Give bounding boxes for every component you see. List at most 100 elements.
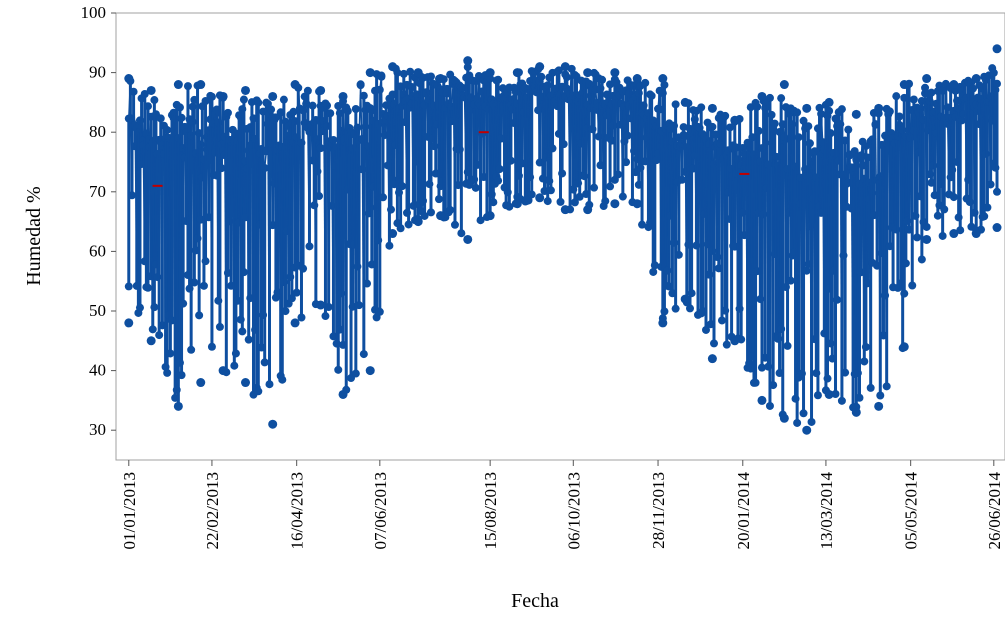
data-point (265, 380, 273, 388)
data-point (293, 289, 301, 297)
data-point-min (366, 366, 375, 375)
data-point (549, 144, 557, 152)
data-point-max (633, 74, 642, 83)
x-tick-label: 15/08/2013 (481, 472, 500, 549)
data-point-min (241, 378, 250, 387)
data-point (363, 280, 371, 288)
data-point-min (436, 211, 445, 220)
data-point-max (414, 68, 423, 77)
data-point (558, 169, 566, 177)
data-point (918, 255, 926, 263)
data-point-min (972, 229, 981, 238)
data-point (800, 409, 808, 417)
data-point (299, 265, 307, 273)
data-point (675, 251, 683, 259)
data-point (784, 342, 792, 350)
data-point (195, 311, 203, 319)
data-point (202, 257, 210, 265)
data-point (385, 242, 393, 250)
data-point-max (802, 104, 811, 113)
data-point (230, 362, 238, 370)
y-tick-label: 80 (89, 122, 106, 141)
data-point (496, 165, 504, 173)
data-point (334, 366, 342, 374)
data-point (427, 208, 435, 216)
data-point (238, 327, 246, 335)
data-point-min (780, 414, 789, 423)
data-point-max (900, 80, 909, 89)
data-point-min (825, 390, 834, 399)
data-point-min (535, 193, 544, 202)
data-point-min (757, 396, 766, 405)
data-point (686, 304, 694, 312)
data-point (376, 308, 384, 316)
data-point-min (124, 318, 133, 327)
x-tick-label: 28/11/2013 (649, 472, 668, 549)
data-point-min (802, 426, 811, 435)
data-point (208, 343, 216, 351)
y-tick-label: 100 (81, 3, 107, 22)
data-point-min (414, 217, 423, 226)
data-point (200, 282, 208, 290)
data-point (321, 312, 329, 320)
data-point-max (463, 56, 472, 65)
data-point-max (241, 86, 250, 95)
data-point-max (993, 44, 1002, 53)
data-point (950, 193, 958, 201)
x-tick-label: 01/01/2013 (120, 472, 139, 549)
data-point-max (436, 74, 445, 83)
data-point (940, 205, 948, 213)
data-point-max (949, 80, 958, 89)
data-point-max (922, 74, 931, 83)
data-point-min (874, 402, 883, 411)
x-tick-label: 22/02/2013 (203, 472, 222, 549)
data-point-min (922, 235, 931, 244)
data-point (560, 140, 568, 148)
data-point (900, 290, 908, 298)
data-point (752, 379, 760, 387)
data-point-max (535, 62, 544, 71)
data-point (622, 158, 630, 166)
data-point (254, 387, 262, 395)
data-point-max (174, 80, 183, 89)
data-point-min (633, 199, 642, 208)
data-point-max (825, 98, 834, 107)
data-point-min (486, 211, 495, 220)
data-point (355, 301, 363, 309)
data-point (489, 198, 497, 206)
data-point (305, 242, 313, 250)
data-point-max (972, 74, 981, 83)
data-point (841, 369, 849, 377)
data-point (435, 195, 443, 203)
data-point-max (780, 80, 789, 89)
data-point (507, 157, 515, 165)
data-point (808, 418, 816, 426)
data-point (883, 382, 891, 390)
y-tick-label: 40 (89, 361, 106, 380)
data-point (688, 289, 696, 297)
data-point-max (124, 74, 133, 83)
data-point (528, 190, 536, 198)
data-point (614, 170, 622, 178)
data-point-min (993, 223, 1002, 232)
y-tick-label: 70 (89, 182, 106, 201)
data-point (923, 223, 931, 231)
data-point (855, 394, 863, 402)
data-point (769, 381, 777, 389)
data-point (814, 391, 822, 399)
data-point (379, 193, 387, 201)
data-point-min (174, 402, 183, 411)
data-point (598, 76, 606, 84)
data-point (360, 350, 368, 358)
data-point (993, 80, 1001, 88)
data-point (163, 369, 171, 377)
data-point (649, 268, 657, 276)
data-point (240, 268, 248, 276)
data-point (315, 192, 323, 200)
data-point (245, 336, 253, 344)
data-point (934, 212, 942, 220)
data-point (166, 349, 174, 357)
data-point (544, 197, 552, 205)
data-point (710, 339, 718, 347)
